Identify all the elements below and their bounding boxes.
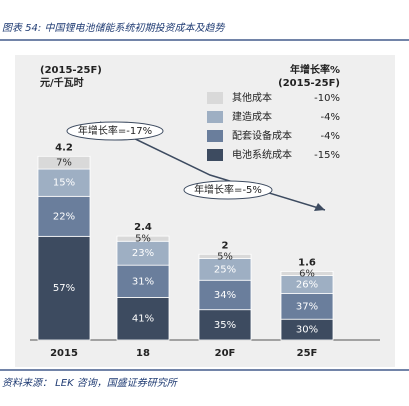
footer-source: 资料来源： LEK 咨询，国盛证券研究所 — [2, 377, 179, 389]
legend-label: 配套设备成本 — [232, 129, 292, 142]
bar-segment — [116, 296, 170, 341]
legend-swatch — [207, 111, 223, 123]
bar-segment — [37, 195, 91, 237]
bar-segment — [280, 293, 334, 320]
x-tick-label: 2015 — [50, 348, 78, 359]
segment-label: 30% — [296, 325, 318, 336]
segment-label: 15% — [53, 178, 75, 189]
total-label: 1.6 — [298, 257, 316, 268]
legend-label: 电池系统成本 — [232, 148, 292, 161]
axis-label: (2015-25F) — [40, 65, 102, 76]
bar-segment — [116, 235, 170, 242]
x-tick-label: 25F — [297, 348, 318, 359]
bar-segment — [37, 235, 91, 341]
legend-swatch — [207, 149, 223, 161]
segment-label: 22% — [53, 211, 75, 222]
segment-label: 5% — [217, 251, 233, 262]
segment-label: 5% — [135, 234, 151, 245]
axis-label: 元/千瓦时 — [40, 76, 84, 89]
legend-growth: -10% — [314, 93, 340, 104]
legend-title: (2015-25F) — [278, 78, 340, 89]
x-tick-label: 18 — [136, 348, 150, 359]
legend-title: 年增长率% — [290, 63, 340, 76]
annotation-bubble — [183, 180, 273, 200]
legend-swatch — [207, 92, 223, 104]
annotation: 年增长率=-5% — [194, 183, 262, 196]
segment-label: 37% — [296, 301, 318, 312]
bar-segment — [198, 279, 252, 311]
bar-segment — [198, 253, 252, 259]
bar-segment — [280, 271, 334, 276]
legend-label: 其他成本 — [232, 91, 272, 104]
trend-arrow — [99, 121, 326, 211]
legend-growth: -4% — [321, 112, 340, 123]
total-label: 4.2 — [55, 142, 73, 153]
segment-label: 41% — [132, 314, 154, 325]
legend-growth: -4% — [321, 131, 340, 142]
segment-label: 31% — [132, 276, 154, 287]
segment-label: 6% — [299, 268, 315, 279]
segment-label: 23% — [132, 248, 154, 259]
bar-segment — [37, 155, 91, 170]
segment-label: 35% — [214, 320, 236, 331]
bar-segment — [37, 168, 91, 197]
legend-label: 建造成本 — [232, 110, 272, 123]
legend-swatch — [207, 130, 223, 142]
total-label: 2.4 — [134, 222, 152, 233]
arrow-head — [314, 203, 325, 211]
x-tick-label: 20F — [215, 348, 236, 359]
bar-segment — [116, 264, 170, 298]
segment-label: 25% — [214, 264, 236, 275]
annotation: 年增长率=-17% — [78, 124, 152, 137]
total-label: 2 — [222, 240, 229, 251]
segment-label: 26% — [296, 280, 318, 291]
segment-label: 7% — [56, 158, 72, 169]
legend-growth: -15% — [314, 150, 340, 161]
segment-label: 57% — [53, 283, 75, 294]
bar-segment — [198, 309, 252, 341]
annotation-bubble — [66, 121, 164, 141]
header-title: 图表 54: 中国锂电池储能系统初期投资成本及趋势 — [2, 22, 225, 34]
segment-label: 34% — [214, 290, 236, 301]
